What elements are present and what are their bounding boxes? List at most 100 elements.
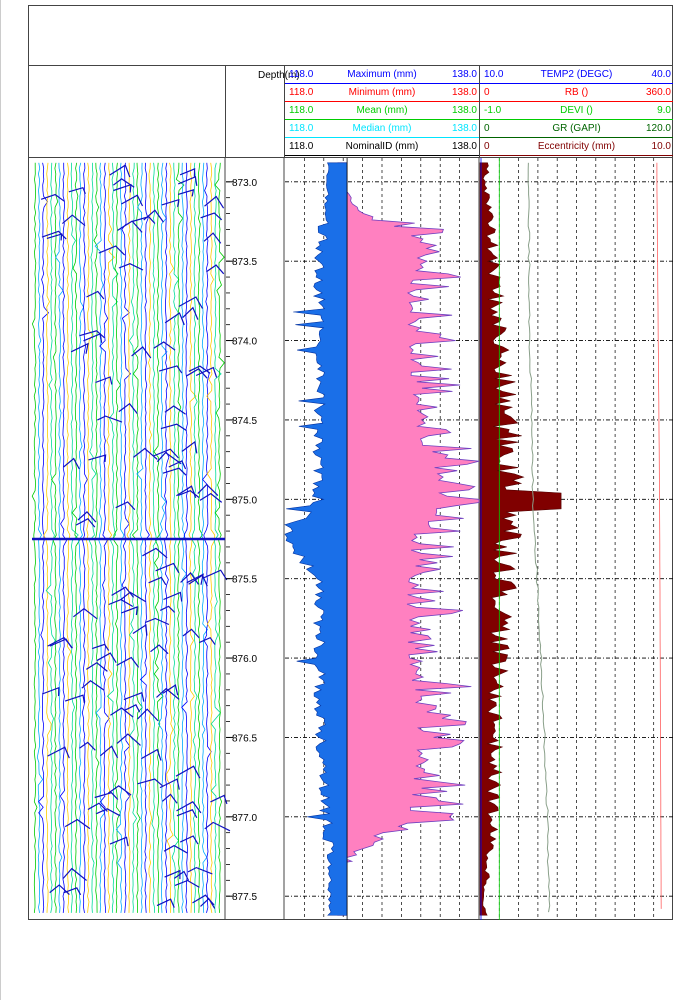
track3-scale-min: 0 xyxy=(484,141,490,152)
track2-scale-max: 138.0 xyxy=(451,141,477,152)
depth-tick-label: 877.5 xyxy=(232,892,257,903)
track2-scale-min: 118.0 xyxy=(289,123,314,134)
depth-tick-label: 875.0 xyxy=(232,495,257,506)
finger-deviation xyxy=(87,802,108,812)
finger-deviation xyxy=(83,332,103,343)
finger-deviation xyxy=(124,704,141,713)
track3-scale-max: 360.0 xyxy=(645,87,671,98)
track3-scale-min: 10.0 xyxy=(484,69,504,80)
track2-row: 118.0 Minimum (mm) 138.0 xyxy=(285,84,479,102)
finger-deviation xyxy=(148,576,167,586)
finger-deviation xyxy=(197,483,219,497)
finger-deviation xyxy=(73,607,98,620)
finger-deviation xyxy=(97,415,123,423)
finger-deviation xyxy=(96,808,121,817)
finger-deviation xyxy=(182,306,199,320)
finger-deviation xyxy=(121,194,144,207)
track2-row: 118.0 Mean (mm) 138.0 xyxy=(285,102,479,120)
depth-tick-label: 874.0 xyxy=(232,337,257,348)
finger-deviation xyxy=(156,451,182,465)
track2-scale-max: 138.0 xyxy=(451,87,477,98)
finger-deviation xyxy=(64,694,85,704)
finger-deviation xyxy=(162,793,178,804)
track2-scale-max: 138.0 xyxy=(451,123,477,134)
finger-deviation xyxy=(107,785,132,796)
finger-deviation xyxy=(175,765,201,779)
finger-deviation xyxy=(204,195,225,209)
finger-deviation xyxy=(62,214,86,227)
header-divider xyxy=(284,66,285,158)
track2-row: 118.0 NominalID (mm) 138.0 xyxy=(285,138,479,156)
finger-deviation xyxy=(99,745,119,759)
depth-tick-label: 873.0 xyxy=(232,178,257,189)
track2-curve-name: Mean (mm) xyxy=(356,105,408,116)
finger-deviation xyxy=(162,684,179,696)
depth-tick-label: 876.0 xyxy=(232,654,257,665)
finger-deviation xyxy=(199,492,223,503)
depth-track-title: Depth(m) xyxy=(258,70,300,81)
track3-row: -1.0 DEVI () 9.0 xyxy=(480,102,673,120)
finger-deviation xyxy=(177,490,200,498)
track3-scale-max: 40.0 xyxy=(651,69,671,80)
finger-deviation xyxy=(155,562,180,574)
rb-curve xyxy=(656,162,662,909)
track3-curve-name: Eccentricity (mm) xyxy=(537,141,616,152)
finger-deviation xyxy=(75,518,96,528)
finger-deviation xyxy=(41,686,60,697)
finger-deviation xyxy=(164,405,186,415)
finger-deviation xyxy=(96,652,117,664)
finger-deviation xyxy=(62,867,87,881)
finger-deviation xyxy=(179,167,196,177)
finger-deviation xyxy=(117,220,143,233)
finger-deviation xyxy=(179,835,199,845)
finger-deviation xyxy=(156,898,175,908)
header-divider xyxy=(479,66,480,158)
finger-deviation xyxy=(137,778,163,787)
depth-tick-label: 873.5 xyxy=(232,257,257,268)
finger-deviation xyxy=(206,264,225,275)
finger-deviation xyxy=(131,346,152,359)
finger-deviation xyxy=(143,209,164,223)
finger-deviation xyxy=(159,778,180,790)
finger-deviation xyxy=(77,511,97,523)
finger-deviation xyxy=(109,164,131,178)
maximum-fill xyxy=(331,162,480,916)
depth-tick-label: 875.5 xyxy=(232,575,257,586)
finger-deviation xyxy=(120,605,139,616)
track2-scale-min: 118.0 xyxy=(289,69,314,80)
finger-deviation xyxy=(180,571,199,585)
finger-deviation xyxy=(185,368,208,379)
finger-deviation xyxy=(204,821,231,832)
finger-deviation xyxy=(70,342,89,354)
finger-deviation xyxy=(46,233,63,241)
finger-deviation xyxy=(98,245,126,256)
finger-deviation xyxy=(187,866,213,875)
finger-deviation xyxy=(94,792,119,800)
finger-deviation xyxy=(116,733,141,746)
finger-deviation xyxy=(113,183,132,193)
finger-deviation xyxy=(95,376,113,385)
track3-scale-max: 120.0 xyxy=(645,123,671,134)
track2-scale-max: 138.0 xyxy=(451,69,477,80)
finger-deviation xyxy=(181,440,198,454)
track2-curve-name: NominalID (mm) xyxy=(345,141,419,152)
finger-deviation xyxy=(160,423,187,432)
track3-scale-min: -1.0 xyxy=(484,105,502,116)
finger-deviation xyxy=(153,448,179,459)
track2-curve-name: Maximum (mm) xyxy=(347,69,417,80)
finger-deviation xyxy=(164,869,181,880)
finger-deviation xyxy=(137,708,159,722)
finger-deviation xyxy=(63,457,80,470)
depth-tick-label: 874.5 xyxy=(232,416,257,427)
finger-deviation xyxy=(88,454,107,462)
track3-curve-name: TEMP2 (DEGC) xyxy=(540,69,613,80)
gr-curve xyxy=(527,162,551,913)
depth-tick-label: 876.5 xyxy=(232,733,257,744)
track3-scale-max: 9.0 xyxy=(657,105,671,116)
track3-scale-min: 0 xyxy=(484,123,490,134)
finger-deviation xyxy=(118,402,138,414)
finger-deviation xyxy=(123,691,145,702)
finger-deviation xyxy=(176,809,198,819)
finger-deviation xyxy=(156,687,180,700)
finger-deviation xyxy=(40,193,65,202)
